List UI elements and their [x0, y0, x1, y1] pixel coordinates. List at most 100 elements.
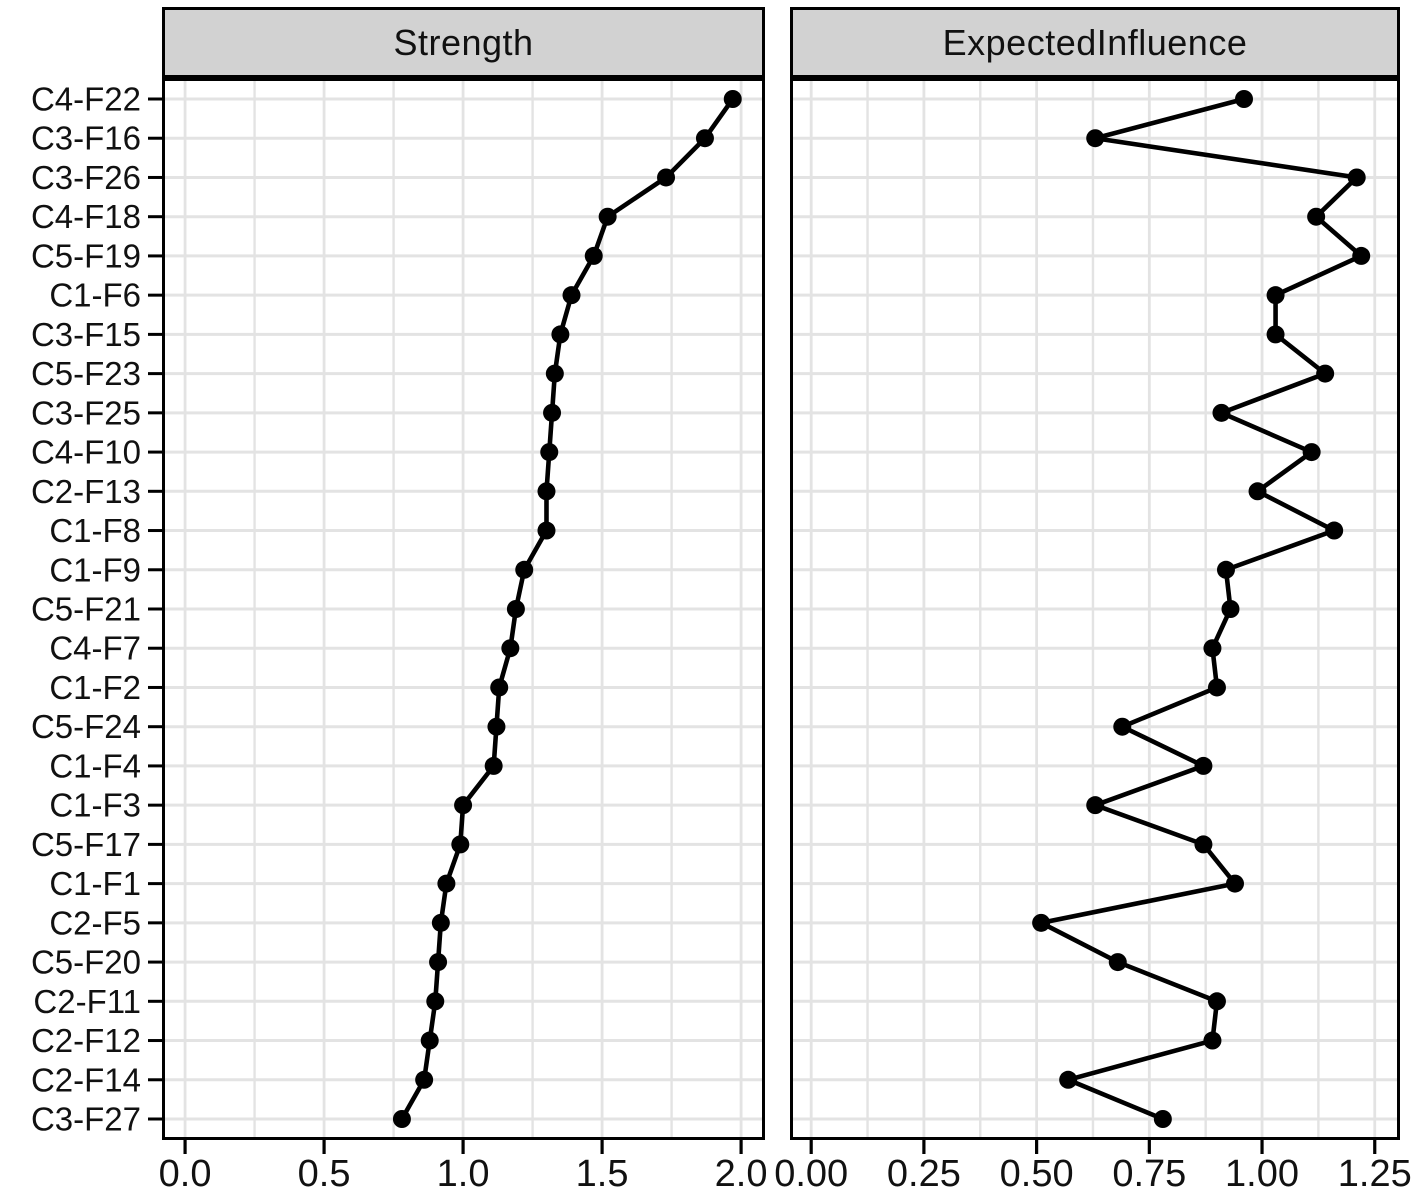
data-point [1248, 482, 1267, 501]
y-axis-label: C1-F6 [49, 277, 141, 314]
x-axis-tick-label: 1.25 [1338, 1153, 1412, 1195]
data-point [454, 796, 473, 815]
data-point [1108, 953, 1127, 972]
data-point [540, 443, 559, 462]
x-axis-tick-label: 1.5 [576, 1153, 629, 1195]
data-point [1225, 874, 1244, 893]
x-axis-tick-label: 1.00 [1225, 1153, 1299, 1195]
panel-title-expected-influence: ExpectedInfluence [942, 21, 1248, 63]
data-point [1207, 992, 1226, 1011]
y-axis-label: C4-F18 [31, 198, 141, 235]
y-axis-label: C1-F2 [49, 669, 141, 706]
data-point [431, 913, 450, 932]
y-axis-label: C3-F27 [31, 1101, 141, 1138]
data-point [1203, 639, 1222, 658]
data-point [537, 482, 556, 501]
data-point [1266, 325, 1285, 344]
y-axis-label: C1-F8 [49, 512, 141, 549]
y-axis-label: C2-F14 [31, 1061, 141, 1098]
y-axis-label: C3-F26 [31, 159, 141, 196]
panel-title-strength: Strength [393, 21, 534, 63]
data-point [1153, 1110, 1172, 1128]
y-axis-label: C4-F7 [49, 630, 141, 667]
y-axis-label: C5-F21 [31, 591, 141, 628]
y-axis-label: C4-F22 [31, 81, 141, 118]
data-point [1032, 913, 1051, 932]
x-axis-tick-label: 0.25 [887, 1153, 961, 1195]
data-point [723, 90, 742, 108]
data-point [487, 717, 506, 736]
data-point [1316, 364, 1335, 383]
y-axis-label: C1-F4 [49, 747, 141, 784]
data-point [543, 403, 562, 422]
data-point [1352, 246, 1371, 265]
data-point [1113, 717, 1132, 736]
data-point [1266, 286, 1285, 305]
x-axis-tick-label: 0.50 [1000, 1153, 1074, 1195]
panel-border [162, 78, 765, 1140]
panel-strip-expected-influence: ExpectedInfluence [790, 7, 1400, 78]
x-axis-tick-label: 2.0 [715, 1153, 768, 1195]
y-axis-label: C5-F20 [31, 944, 141, 981]
data-point [545, 364, 564, 383]
x-axis-tick-label: 0.0 [159, 1153, 212, 1195]
data-point [484, 756, 503, 775]
data-point [1302, 443, 1321, 462]
x-axis-tick-label: 1.0 [437, 1153, 490, 1195]
data-point [1325, 521, 1344, 540]
y-axis-label: C3-F15 [31, 316, 141, 353]
y-axis-label: C5-F19 [31, 237, 141, 274]
data-point [1307, 207, 1326, 226]
y-axis-label: C5-F17 [31, 826, 141, 863]
data-point [551, 325, 570, 344]
data-point [1086, 129, 1105, 148]
data-point [1221, 600, 1240, 618]
data-point [1347, 168, 1366, 187]
data-point [1086, 796, 1105, 815]
panel-strip-strength: Strength [162, 7, 765, 78]
panel-border [790, 78, 1400, 1140]
data-point [451, 835, 470, 854]
x-axis-tick-label: 0.00 [774, 1153, 848, 1195]
data-point [490, 678, 509, 697]
y-axis-label: C3-F16 [31, 120, 141, 157]
data-point [1194, 756, 1213, 775]
data-point [1235, 90, 1254, 108]
y-axis-label: C1-F3 [49, 787, 141, 824]
data-point [695, 129, 714, 148]
y-axis-label: C5-F23 [31, 355, 141, 392]
y-axis-label: C2-F11 [33, 983, 141, 1020]
y-axis-label: C5-F24 [31, 708, 141, 745]
expected-influence-panel: 0.00 0.25 0.50 0.75 1.00 1.25 [774, 78, 1412, 1195]
data-point [437, 874, 456, 893]
x-axis-tick-label: 0.75 [1112, 1153, 1186, 1195]
data-point [501, 639, 520, 658]
data-point [1203, 1031, 1222, 1050]
data-point [1212, 403, 1231, 422]
data-point [429, 953, 448, 972]
data-point [657, 168, 676, 187]
data-point [426, 992, 445, 1011]
y-axis-labels: C4-F22C3-F16C3-F26C4-F18C5-F19C1-F6C3-F1… [31, 81, 162, 1138]
data-point [537, 521, 556, 540]
y-axis-label: C2-F5 [49, 904, 141, 941]
y-axis-label: C2-F13 [31, 473, 141, 510]
y-axis-label: C3-F25 [31, 394, 141, 431]
data-point [415, 1070, 434, 1089]
data-point [584, 246, 603, 265]
data-point [598, 207, 617, 226]
y-axis-label: C2-F12 [31, 1022, 141, 1059]
y-axis-label: C1-F9 [49, 551, 141, 588]
x-axis-tick-label: 0.5 [298, 1153, 351, 1195]
y-axis-label: C1-F1 [49, 865, 141, 902]
data-point [392, 1110, 411, 1128]
data-point [1059, 1070, 1078, 1089]
data-point [562, 286, 581, 305]
data-point [1194, 835, 1213, 854]
data-point [420, 1031, 439, 1050]
y-axis-label: C4-F10 [31, 434, 141, 471]
data-point [1216, 560, 1235, 579]
data-point [1207, 678, 1226, 697]
strength-panel: 0.0 0.5 1.0 1.5 2.0 [159, 78, 768, 1195]
